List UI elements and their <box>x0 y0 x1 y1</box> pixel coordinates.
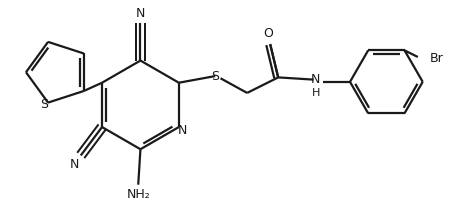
Text: S: S <box>41 98 49 111</box>
Text: Br: Br <box>430 52 444 65</box>
Text: N: N <box>136 7 145 20</box>
Text: S: S <box>211 70 219 82</box>
Text: N: N <box>69 158 79 171</box>
Text: H: H <box>312 88 320 98</box>
Text: NH₂: NH₂ <box>126 188 150 201</box>
Text: N: N <box>178 124 187 137</box>
Text: O: O <box>263 26 273 40</box>
Text: N: N <box>310 73 320 86</box>
